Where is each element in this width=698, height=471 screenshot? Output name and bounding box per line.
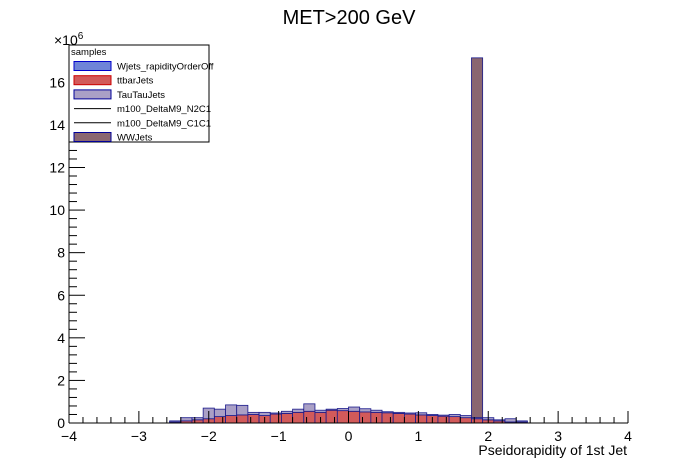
bar-0-14 bbox=[325, 409, 338, 424]
bar-0-19 bbox=[381, 412, 394, 424]
bar-0-16 bbox=[348, 410, 361, 424]
bar-0-17 bbox=[359, 411, 372, 424]
bar-1-30 bbox=[504, 418, 517, 423]
x-axis-label: Pseidorapidity of 1st Jet bbox=[478, 442, 627, 458]
bar-0-15 bbox=[336, 410, 349, 424]
x-tick-label: 3 bbox=[554, 428, 562, 444]
bar-1-16 bbox=[348, 406, 361, 412]
bar-0-26 bbox=[459, 417, 472, 424]
x-tick-label: 1 bbox=[414, 428, 422, 444]
legend-entry-label: m100_DeltaM9_N2C1 bbox=[117, 104, 211, 115]
x-tick-label: −1 bbox=[271, 428, 287, 444]
legend: samples Wjets_rapidityOrderOff ttbarJets Ta… bbox=[68, 44, 214, 144]
bar-0-5 bbox=[225, 415, 238, 424]
bar-0-24 bbox=[437, 415, 450, 424]
x-tick-label: −3 bbox=[131, 428, 147, 444]
x-tick-label: 4 bbox=[624, 428, 632, 444]
bar-1-24 bbox=[437, 414, 450, 417]
bar-1-22 bbox=[415, 412, 428, 416]
legend-title: samples bbox=[71, 47, 107, 58]
y-tick-label: 10 bbox=[49, 202, 65, 218]
bar-1-17 bbox=[359, 408, 372, 413]
bar-1-2 bbox=[191, 417, 204, 421]
bar-0-22 bbox=[415, 414, 428, 424]
legend-entry-label: Wjets_rapidityOrderOff bbox=[117, 62, 214, 73]
bar-1-26 bbox=[459, 415, 472, 419]
bar-1-14 bbox=[325, 408, 338, 411]
y-tick-label: 6 bbox=[57, 287, 65, 303]
bar-0-21 bbox=[403, 413, 416, 424]
bar-0-7 bbox=[247, 414, 260, 424]
bar-1-7 bbox=[247, 411, 260, 415]
legend-swatch-1 bbox=[73, 75, 112, 86]
bar-1-10 bbox=[281, 410, 294, 414]
bar-0-9 bbox=[269, 413, 282, 424]
y-tick-label: 4 bbox=[57, 330, 65, 346]
bar-0-25 bbox=[448, 416, 461, 424]
y-tick-label: 2 bbox=[57, 372, 65, 388]
bar-0-10 bbox=[281, 413, 294, 424]
x-tick-label: −4 bbox=[61, 428, 77, 444]
bar-0-27 bbox=[471, 418, 484, 424]
bar-0-4 bbox=[213, 416, 226, 424]
bar-1-9 bbox=[269, 412, 282, 415]
y-tick-label: 12 bbox=[49, 159, 65, 175]
bar-1-29 bbox=[493, 419, 506, 422]
bar-1-21 bbox=[403, 412, 416, 415]
y-multiplier: ×106 bbox=[54, 31, 84, 48]
bar-0-11 bbox=[292, 411, 305, 424]
bar-1-1 bbox=[180, 417, 193, 422]
x-tick-label: −2 bbox=[201, 428, 217, 444]
bar-1-6 bbox=[236, 404, 249, 416]
y-tick-label: 16 bbox=[49, 74, 65, 90]
bar-1-19 bbox=[381, 411, 394, 414]
y-tick-label: 14 bbox=[49, 117, 65, 133]
chart-title: MET>200 GeV bbox=[283, 7, 417, 29]
bar-1-15 bbox=[336, 408, 349, 412]
bar-1-4 bbox=[213, 408, 226, 418]
bar-0-6 bbox=[236, 414, 249, 424]
legend-entry-label: ttbarJets bbox=[117, 76, 154, 87]
x-tick-label: 2 bbox=[484, 428, 492, 444]
y-multiplier-base: ×10 bbox=[54, 32, 78, 48]
bar-1-13 bbox=[314, 409, 327, 413]
bar-1-5 bbox=[225, 404, 238, 416]
bar-1-12 bbox=[303, 403, 316, 412]
bar-1-23 bbox=[426, 414, 439, 416]
legend-swatch-0 bbox=[73, 61, 112, 71]
x-tick-label: 0 bbox=[345, 428, 353, 444]
bar-0-12 bbox=[303, 410, 316, 424]
bar-1-11 bbox=[292, 408, 305, 413]
bar-1-31 bbox=[515, 420, 528, 423]
bar-1-18 bbox=[370, 409, 383, 413]
legend-swatch-5 bbox=[73, 132, 112, 142]
legend-swatch-2 bbox=[73, 89, 112, 100]
bar-1-8 bbox=[258, 411, 271, 416]
legend-entry-label: m100_DeltaM9_C1C1 bbox=[117, 118, 211, 129]
bar-1-20 bbox=[392, 411, 405, 414]
legend-entry-label: TauTauJets bbox=[117, 90, 165, 101]
y-tick-label: 0 bbox=[57, 415, 65, 431]
bar-1-0 bbox=[169, 420, 182, 423]
legend-entry-label: WWJets bbox=[117, 133, 153, 144]
y-multiplier-exponent: 6 bbox=[78, 31, 84, 42]
y-tick-label: 8 bbox=[57, 245, 65, 261]
bar-1-25 bbox=[448, 414, 461, 418]
bar-2-27 bbox=[471, 57, 484, 419]
bar-0-20 bbox=[392, 413, 405, 424]
